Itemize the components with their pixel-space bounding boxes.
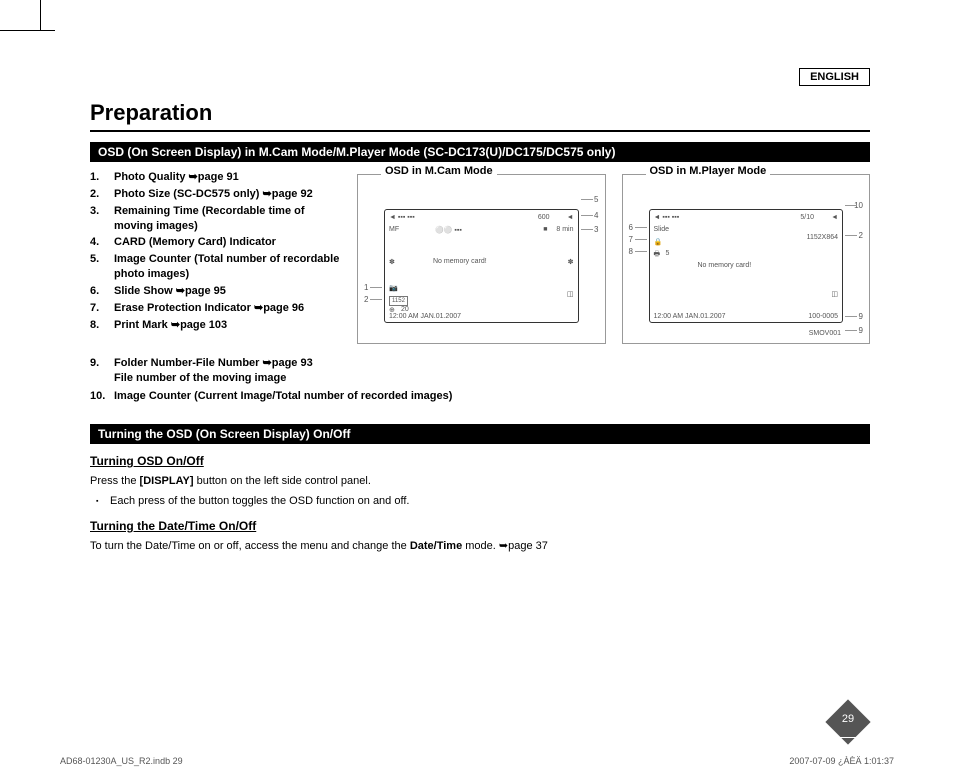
footer-filename: AD68-01230A_US_R2.indb 29 <box>60 756 183 766</box>
page-title: Preparation <box>90 100 870 132</box>
osd-legend-list: 1.Photo Quality ➥page 91 2.Photo Size (S… <box>90 170 345 344</box>
language-label: ENGLISH <box>799 68 870 86</box>
osd-onoff-text: Press the [DISPLAY] button on the left s… <box>90 474 870 489</box>
page-number-badge: 29 <box>832 706 864 738</box>
osd-onoff-bullet: ▪Each press of the button toggles the OS… <box>90 494 870 509</box>
osd-legend-list-continued: 9. Folder Number-File Number ➥page 93Fil… <box>90 356 870 404</box>
footer-timestamp: 2007-07-09 ¿ÀÈÄ 1:01:37 <box>789 756 894 766</box>
page-content: ENGLISH Preparation OSD (On Screen Displ… <box>90 70 870 558</box>
section-bar-osd-modes: OSD (On Screen Display) in M.Cam Mode/M.… <box>90 142 870 162</box>
heading-osd-onoff: Turning OSD On/Off <box>90 454 870 468</box>
heading-datetime-onoff: Turning the Date/Time On/Off <box>90 519 870 533</box>
datetime-onoff-text: To turn the Date/Time on or off, access … <box>90 539 870 554</box>
section-bar-osd-onoff: Turning the OSD (On Screen Display) On/O… <box>90 424 870 444</box>
osd-mplayer-diagram: OSD in M.Player Mode ◄ ▪▪▪ ▪▪▪ 5/10 ◄ Sl… <box>622 170 871 344</box>
osd-mcam-diagram: OSD in M.Cam Mode ◄ ▪▪▪ ▪▪▪ MF ⚪⚪ ▪▪▪ 60… <box>357 170 606 344</box>
